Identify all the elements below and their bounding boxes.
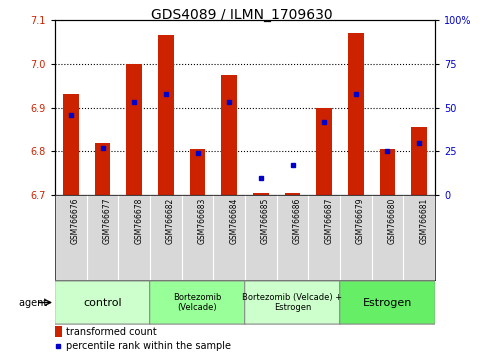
Text: Bortezomib
(Velcade): Bortezomib (Velcade)	[173, 293, 222, 312]
Bar	[380, 149, 396, 195]
Bar	[253, 193, 269, 195]
Text: transformed count: transformed count	[66, 326, 156, 337]
Text: GSM766680: GSM766680	[387, 198, 397, 244]
Text: GSM766679: GSM766679	[356, 198, 365, 244]
Text: GSM766678: GSM766678	[134, 198, 143, 244]
FancyBboxPatch shape	[150, 281, 245, 324]
Bar	[126, 64, 142, 195]
Bar	[221, 75, 237, 195]
Text: GSM766677: GSM766677	[102, 198, 112, 244]
Text: GSM766686: GSM766686	[293, 198, 301, 244]
Text: GDS4089 / ILMN_1709630: GDS4089 / ILMN_1709630	[151, 8, 332, 22]
Bar	[55, 326, 62, 337]
Bar	[284, 193, 300, 195]
Text: GSM766676: GSM766676	[71, 198, 80, 244]
Bar	[95, 143, 111, 195]
FancyBboxPatch shape	[340, 281, 435, 324]
Text: GSM766683: GSM766683	[198, 198, 207, 244]
Text: GSM766687: GSM766687	[324, 198, 333, 244]
Text: GSM766684: GSM766684	[229, 198, 238, 244]
FancyBboxPatch shape	[55, 281, 150, 324]
Bar	[158, 35, 174, 195]
Text: GSM766682: GSM766682	[166, 198, 175, 244]
Text: control: control	[83, 297, 122, 308]
Bar	[316, 108, 332, 195]
Text: GSM766685: GSM766685	[261, 198, 270, 244]
Text: percentile rank within the sample: percentile rank within the sample	[66, 341, 231, 351]
Bar	[190, 149, 205, 195]
FancyBboxPatch shape	[245, 281, 341, 324]
Bar	[411, 127, 427, 195]
Text: Bortezomib (Velcade) +
Estrogen: Bortezomib (Velcade) + Estrogen	[242, 293, 342, 312]
Text: agent: agent	[19, 297, 50, 308]
Bar	[63, 95, 79, 195]
Text: Estrogen: Estrogen	[363, 297, 412, 308]
Text: GSM766681: GSM766681	[419, 198, 428, 244]
Bar	[348, 33, 364, 195]
